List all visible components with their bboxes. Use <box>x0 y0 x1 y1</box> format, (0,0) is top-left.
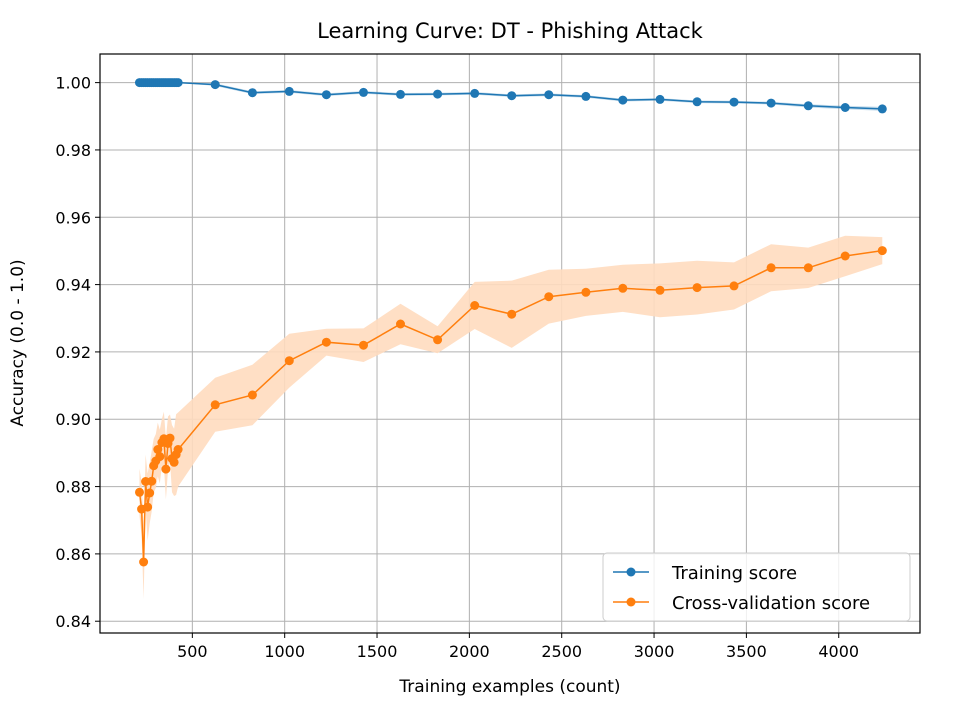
chart-title: Learning Curve: DT - Phishing Attack <box>317 19 704 43</box>
cv-score-point <box>433 335 443 345</box>
cv-score-point <box>581 287 591 297</box>
confidence-bands <box>139 82 883 600</box>
x-tick-label: 4000 <box>818 642 859 661</box>
cv-score-point <box>803 263 813 273</box>
x-axis-label: Training examples (count) <box>398 677 620 697</box>
cv-score-point <box>692 283 702 293</box>
training-score-point <box>581 91 591 101</box>
y-tick-label: 0.94 <box>55 276 91 295</box>
cv-score-point <box>359 340 368 350</box>
training-score-point <box>396 89 405 99</box>
training-score-point <box>321 90 331 100</box>
cv-score-point <box>247 390 257 400</box>
x-tick-label: 1000 <box>264 642 305 661</box>
training-score-point <box>247 88 257 98</box>
training-score-point <box>655 94 665 104</box>
legend-cv-label: Cross-validation score <box>672 593 870 614</box>
cv-score-point <box>210 400 220 410</box>
cv-score-point <box>165 433 175 443</box>
cv-score-point <box>840 251 850 261</box>
cv-score-point <box>877 246 887 256</box>
cv-score-point <box>284 356 294 366</box>
cv-score-point <box>169 457 179 467</box>
cv-score-point <box>470 301 480 310</box>
cv-score-point <box>143 502 153 512</box>
training-score-point <box>433 89 443 99</box>
y-tick-label: 0.98 <box>55 141 91 160</box>
training-score-point <box>618 95 628 105</box>
training-score-point <box>803 101 813 111</box>
training-score-point <box>766 98 776 108</box>
legend-training-marker <box>626 567 636 577</box>
y-tick-label: 0.96 <box>55 208 91 227</box>
cv-score-point <box>161 464 171 474</box>
y-axis-label: Accuracy (0.0 - 1.0) <box>8 259 28 426</box>
x-tick-label: 1500 <box>357 642 398 661</box>
cv-score-point <box>507 309 517 319</box>
training-score-point <box>729 97 739 107</box>
cv-score-point <box>173 445 183 454</box>
cv-std-band <box>139 235 883 600</box>
x-tick-label: 2500 <box>541 642 582 661</box>
cv-score-point <box>396 319 405 329</box>
training-score-point <box>507 91 517 101</box>
cv-score-point <box>655 285 665 295</box>
training-score-point <box>877 104 887 114</box>
legend-box <box>602 552 911 622</box>
series-points <box>135 78 887 567</box>
plot-frame <box>99 53 921 634</box>
y-tick-label: 1.00 <box>55 74 91 93</box>
training-score-point <box>840 103 850 112</box>
training-score-point <box>692 97 702 107</box>
cv-score-point <box>145 488 155 498</box>
cv-score-point <box>544 292 554 302</box>
x-axis-ticks: 500 1000 1500 2000 2500 3000 3500 4000 <box>177 633 859 661</box>
cv-score-point <box>147 476 157 486</box>
legend: Training score Cross-validation score <box>602 552 911 622</box>
y-tick-label: 0.92 <box>55 343 91 362</box>
legend-training-label: Training score <box>671 563 797 584</box>
y-axis-ticks: 0.84 0.86 0.88 0.90 0.92 0.94 0.96 0.98 1.00 <box>55 74 100 631</box>
y-tick-label: 0.88 <box>55 478 91 497</box>
training-score-point <box>470 88 480 98</box>
cv-score-point <box>729 281 739 291</box>
y-tick-label: 0.84 <box>55 612 91 631</box>
cv-score-point <box>766 263 776 273</box>
cv-score-point <box>155 452 165 462</box>
x-tick-label: 3500 <box>726 642 767 661</box>
training-score-point <box>359 87 368 97</box>
x-tick-label: 500 <box>177 642 208 661</box>
x-tick-label: 2000 <box>449 642 490 661</box>
cv-score-point <box>139 557 149 567</box>
cv-score-point <box>135 487 144 497</box>
cv-score-point <box>153 445 163 454</box>
training-score-point <box>210 80 220 90</box>
y-tick-label: 0.90 <box>55 410 91 429</box>
training-score-point <box>173 78 183 88</box>
cv-score-point <box>618 283 628 293</box>
legend-cv-marker <box>626 597 636 607</box>
training-score-point <box>284 86 294 96</box>
cv-score-point <box>321 337 331 347</box>
y-tick-label: 0.86 <box>55 545 91 564</box>
training-score-point <box>544 90 554 100</box>
x-tick-label: 3000 <box>634 642 675 661</box>
